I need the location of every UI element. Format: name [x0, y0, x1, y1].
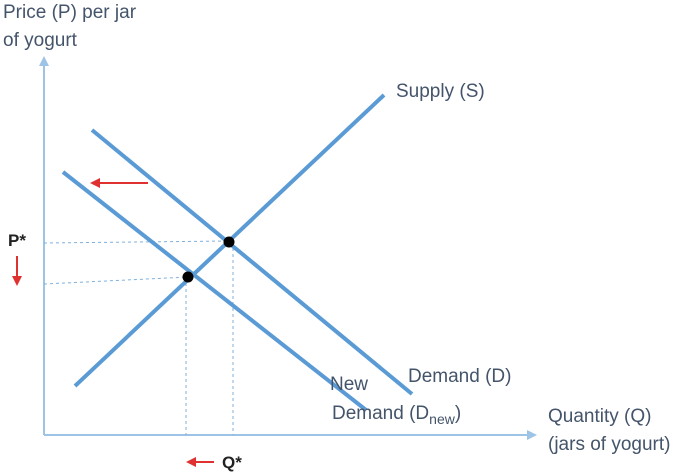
price-marker: P*: [8, 231, 26, 250]
new-equilibrium-point: [182, 271, 194, 283]
demand-label: Demand (D): [408, 366, 511, 387]
x-axis-label: Quantity (Q): [548, 406, 651, 427]
price-guide: [43, 240, 230, 244]
new-demand-subscript: new: [429, 411, 456, 427]
y-axis-label: Price (P) per jar: [3, 2, 137, 23]
equilibrium-point: [223, 236, 235, 248]
new-demand-close: ): [455, 403, 461, 424]
demand-curve: [90, 128, 414, 396]
new-demand-label-main: Demand (D: [332, 403, 429, 424]
x-axis-label: (jars of yogurt): [548, 434, 670, 455]
new-demand-label: New: [330, 374, 368, 395]
quantity-marker: Q*: [222, 453, 242, 472]
new-demand-curve: [61, 170, 368, 412]
supply-label: Supply (S): [396, 81, 485, 102]
new-price-guide: [43, 276, 189, 285]
y-axis-label: of yogurt: [3, 30, 78, 51]
new-demand-label: Demand (Dnew): [332, 403, 461, 427]
